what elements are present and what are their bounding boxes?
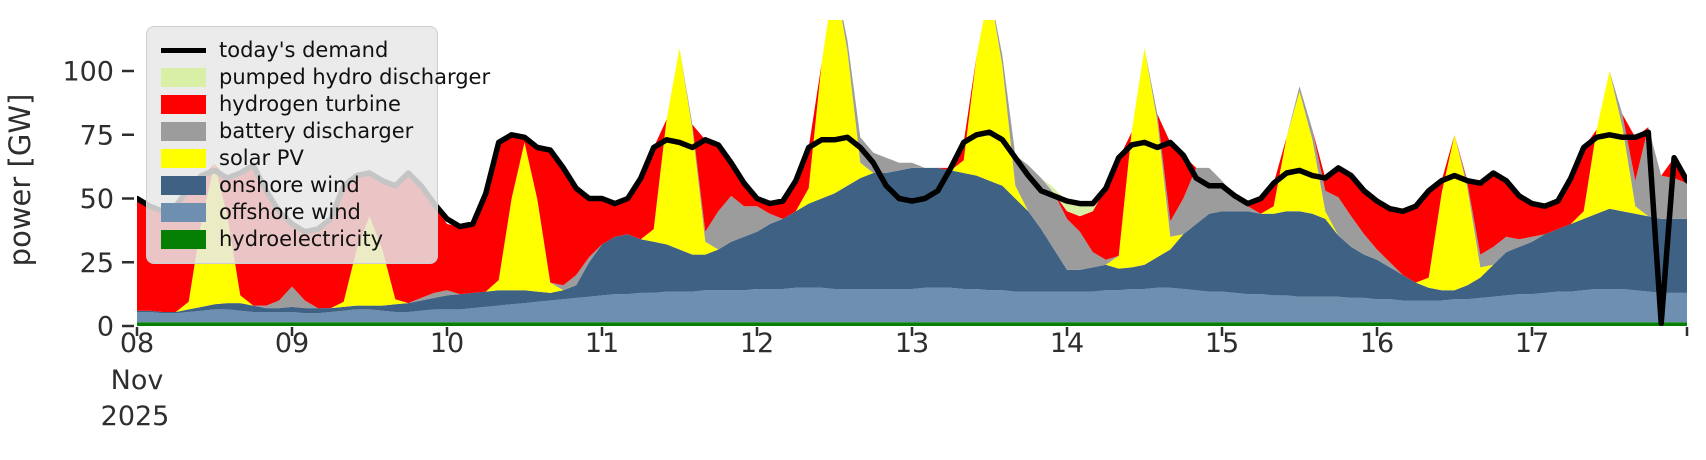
legend-label: offshore wind — [219, 200, 361, 224]
axis-ticks: 08 09 10 11 12 13 14 15 16 17 0 25 50 75 100 — [62, 57, 1689, 359]
x-tick-label: 08 — [120, 328, 154, 359]
legend-item-onshore-wind: onshore wind — [161, 172, 423, 199]
legend-label: onshore wind — [219, 173, 360, 197]
area-solar-pv — [137, 20, 1687, 312]
legend-item-hydroelectricity: hydroelectricity — [161, 226, 423, 253]
x-tick-label: 12 — [740, 328, 774, 359]
x-tick-label: 10 — [430, 328, 464, 359]
x-tick-label: 16 — [1360, 328, 1394, 359]
x-tick-label: 17 — [1515, 328, 1549, 359]
legend-label: hydroelectricity — [219, 227, 384, 251]
legend-color-swatch — [161, 95, 206, 114]
x-tick-label: 09 — [275, 328, 309, 359]
area-hydrogen-turbine — [137, 20, 1687, 312]
x-tick-label: 13 — [895, 328, 929, 359]
legend-color-swatch — [161, 176, 206, 195]
area-offshore-wind — [137, 287, 1687, 323]
y-tick-label: 50 — [80, 184, 114, 215]
legend-item-today-s-demand: today's demand — [161, 37, 423, 64]
x-axis-month-label: Nov — [111, 365, 164, 396]
legend-label: hydrogen turbine — [219, 92, 401, 116]
x-tick-label: 14 — [1050, 328, 1084, 359]
area-onshore-wind — [137, 167, 1687, 314]
y-tick-label: 0 — [97, 312, 114, 343]
legend-item-hydrogen-turbine: hydrogen turbine — [161, 91, 423, 118]
legend-color-swatch — [161, 230, 206, 249]
x-tick-label: 11 — [585, 328, 619, 359]
legend-label: battery discharger — [219, 119, 414, 143]
legend-color-swatch — [161, 68, 206, 87]
legend-line-swatch — [161, 48, 206, 53]
legend-label: pumped hydro discharger — [219, 65, 491, 89]
legend-item-pumped-hydro-discharger: pumped hydro discharger — [161, 64, 490, 91]
y-tick-label: 100 — [62, 57, 114, 88]
y-tick-label: 75 — [80, 120, 114, 151]
legend-color-swatch — [161, 149, 206, 168]
legend-color-swatch — [161, 203, 206, 222]
x-axis-year-label: 2025 — [101, 401, 170, 432]
legend-label: today's demand — [219, 38, 389, 62]
chart-legend: today's demand pumped hydro discharger hyd… — [146, 26, 490, 264]
area-battery-discharger — [137, 20, 1687, 312]
legend-item-battery-discharger: battery discharger — [161, 118, 423, 145]
legend-item-offshore-wind: offshore wind — [161, 199, 423, 226]
y-axis-label: power [GW] — [3, 94, 37, 267]
x-tick-label: 15 — [1205, 328, 1239, 359]
stacked-areas — [137, 20, 1687, 326]
legend-color-swatch — [161, 122, 206, 141]
y-tick-label: 25 — [80, 248, 114, 279]
legend-item-solar-pv: solar PV — [161, 145, 423, 172]
area-hydroelectricity — [137, 322, 1687, 326]
legend-label: solar PV — [219, 146, 304, 170]
